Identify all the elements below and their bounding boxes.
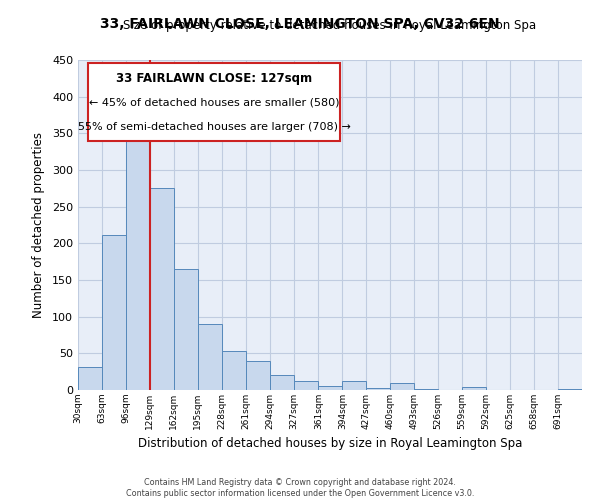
Text: 33 FAIRLAWN CLOSE: 127sqm: 33 FAIRLAWN CLOSE: 127sqm: [116, 72, 312, 86]
Bar: [150, 188, 174, 390]
Bar: [174, 269, 198, 390]
Bar: [102, 236, 126, 390]
Bar: [462, 387, 486, 390]
Bar: [222, 351, 246, 390]
Bar: [293, 381, 317, 390]
Text: ← 45% of detached houses are smaller (580): ← 45% of detached houses are smaller (58…: [89, 97, 340, 107]
Text: Contains HM Land Registry data © Crown copyright and database right 2024.
Contai: Contains HM Land Registry data © Crown c…: [126, 478, 474, 498]
Title: Size of property relative to detached houses in Royal Leamington Spa: Size of property relative to detached ho…: [124, 20, 536, 32]
Bar: [126, 113, 150, 390]
Text: 55% of semi-detached houses are larger (708) →: 55% of semi-detached houses are larger (…: [77, 122, 350, 132]
Bar: [246, 360, 270, 390]
Bar: [414, 388, 438, 390]
Text: 33, FAIRLAWN CLOSE, LEAMINGTON SPA, CV32 6EN: 33, FAIRLAWN CLOSE, LEAMINGTON SPA, CV32…: [100, 18, 500, 32]
Bar: [558, 388, 582, 390]
Bar: [319, 386, 343, 390]
Bar: [270, 376, 293, 390]
Bar: [198, 324, 222, 390]
Bar: [367, 388, 390, 390]
X-axis label: Distribution of detached houses by size in Royal Leamington Spa: Distribution of detached houses by size …: [138, 438, 522, 450]
Bar: [390, 382, 414, 390]
FancyBboxPatch shape: [88, 64, 340, 141]
Bar: [343, 381, 367, 390]
Bar: [78, 366, 102, 390]
Y-axis label: Number of detached properties: Number of detached properties: [32, 132, 45, 318]
